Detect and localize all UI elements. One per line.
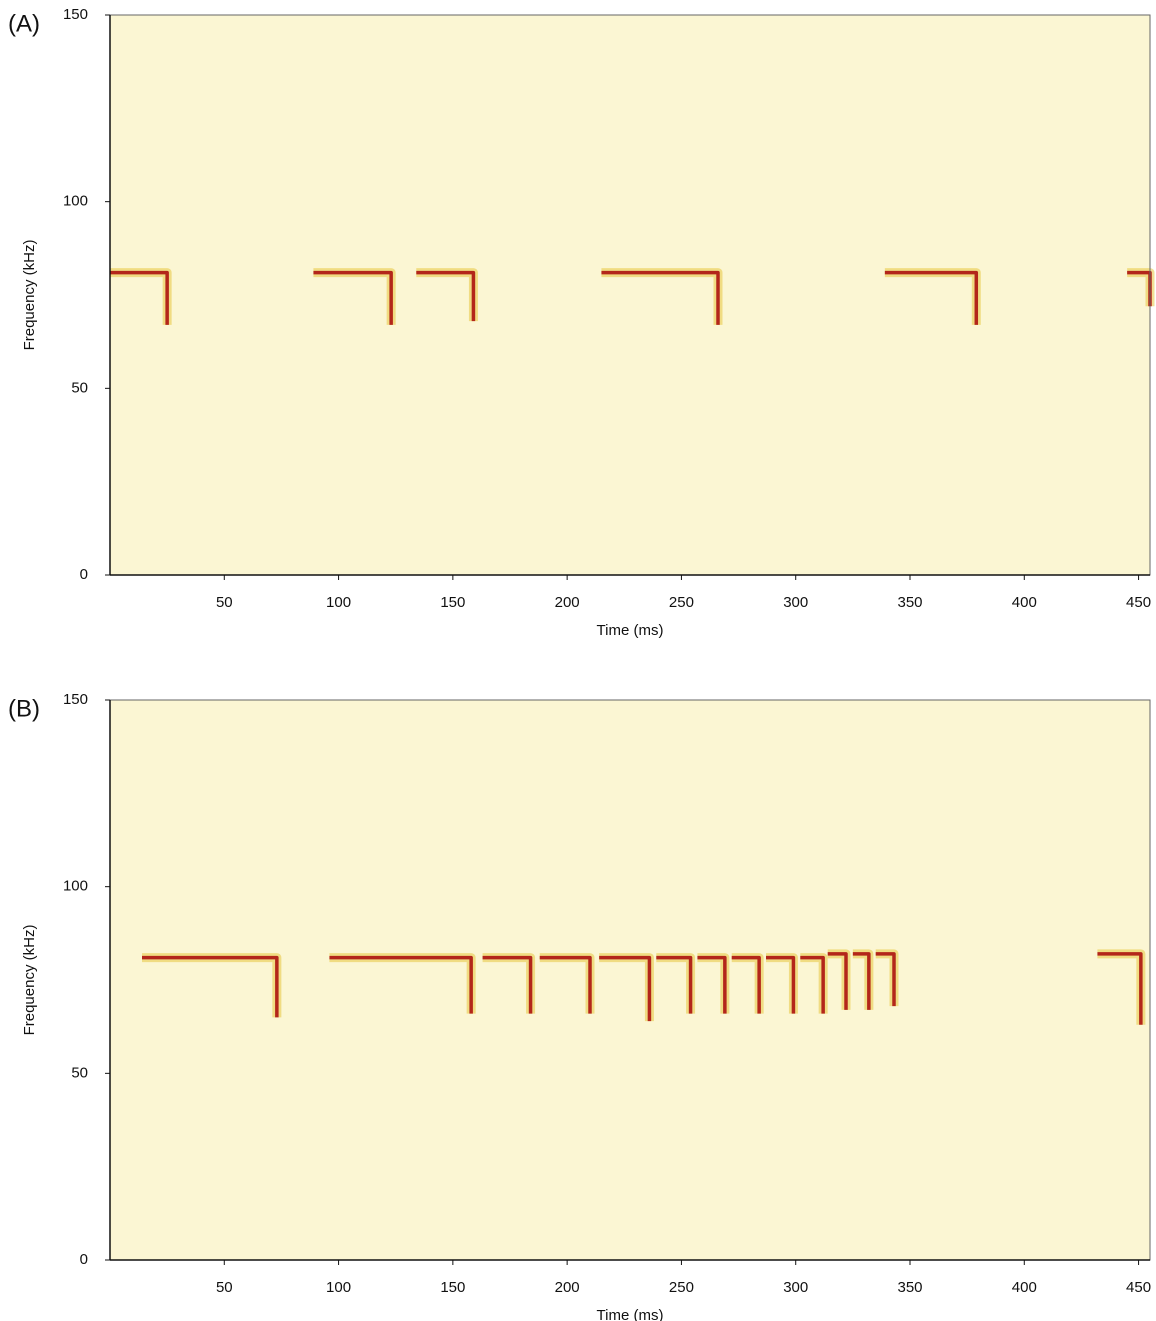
x-tick-label: 400 xyxy=(1012,594,1037,611)
call xyxy=(852,952,871,1010)
call xyxy=(731,955,761,1014)
y-tick-label: 100 xyxy=(63,878,88,895)
x-tick-label: 400 xyxy=(1012,1279,1037,1296)
x-tick-label: 200 xyxy=(555,594,580,611)
call xyxy=(766,955,796,1014)
y-tick-label: 0 xyxy=(80,566,88,583)
call xyxy=(482,955,533,1014)
panel: 50 100 150 200 250 300 350 400 450 0 50 100 150 Time … xyxy=(8,691,1151,1321)
call xyxy=(110,270,169,325)
y-tick-label: 50 xyxy=(71,379,88,396)
call xyxy=(142,955,279,1018)
call xyxy=(800,955,825,1014)
y-axis-label: Frequency (kHz) xyxy=(21,240,38,351)
x-tick-label: 200 xyxy=(555,1279,580,1296)
plot-background xyxy=(110,15,1150,575)
call xyxy=(884,270,979,325)
y-axis-label: Frequency (kHz) xyxy=(21,925,38,1036)
call xyxy=(697,955,727,1014)
x-tick-label: 250 xyxy=(669,1279,694,1296)
call xyxy=(329,955,473,1014)
y-tick-label: 0 xyxy=(80,1251,88,1268)
x-tick-label: 50 xyxy=(216,1279,233,1296)
plot-background xyxy=(110,700,1150,1260)
x-tick-label: 250 xyxy=(669,594,694,611)
x-tick-label: 100 xyxy=(326,1279,351,1296)
x-tick-label: 150 xyxy=(440,1279,465,1296)
x-tick-label: 450 xyxy=(1126,1279,1151,1296)
x-tick-label: 50 xyxy=(216,594,233,611)
x-tick-label: 350 xyxy=(897,1279,922,1296)
y-tick-label: 100 xyxy=(63,193,88,210)
call xyxy=(1097,952,1143,1025)
x-tick-label: 350 xyxy=(897,594,922,611)
panel: 50 100 150 200 250 300 350 400 450 0 50 100 150 Time … xyxy=(8,6,1155,639)
x-tick-label: 300 xyxy=(783,1279,808,1296)
y-tick-label: 150 xyxy=(63,6,88,23)
panel-label: (B) xyxy=(8,695,40,722)
x-axis-label: Time (ms) xyxy=(597,622,664,639)
call xyxy=(416,270,476,322)
y-tick-label: 150 xyxy=(63,691,88,708)
call xyxy=(313,270,393,325)
call xyxy=(827,952,848,1010)
call xyxy=(601,270,720,325)
x-tick-label: 300 xyxy=(783,594,808,611)
x-tick-label: 450 xyxy=(1126,594,1151,611)
call xyxy=(875,952,896,1007)
call xyxy=(539,955,592,1014)
x-tick-label: 100 xyxy=(326,594,351,611)
call xyxy=(599,955,652,1022)
x-axis-label: Time (ms) xyxy=(597,1307,664,1321)
x-tick-label: 150 xyxy=(440,594,465,611)
y-tick-label: 50 xyxy=(71,1064,88,1081)
panel-label: (A) xyxy=(8,10,40,37)
call xyxy=(656,955,693,1014)
